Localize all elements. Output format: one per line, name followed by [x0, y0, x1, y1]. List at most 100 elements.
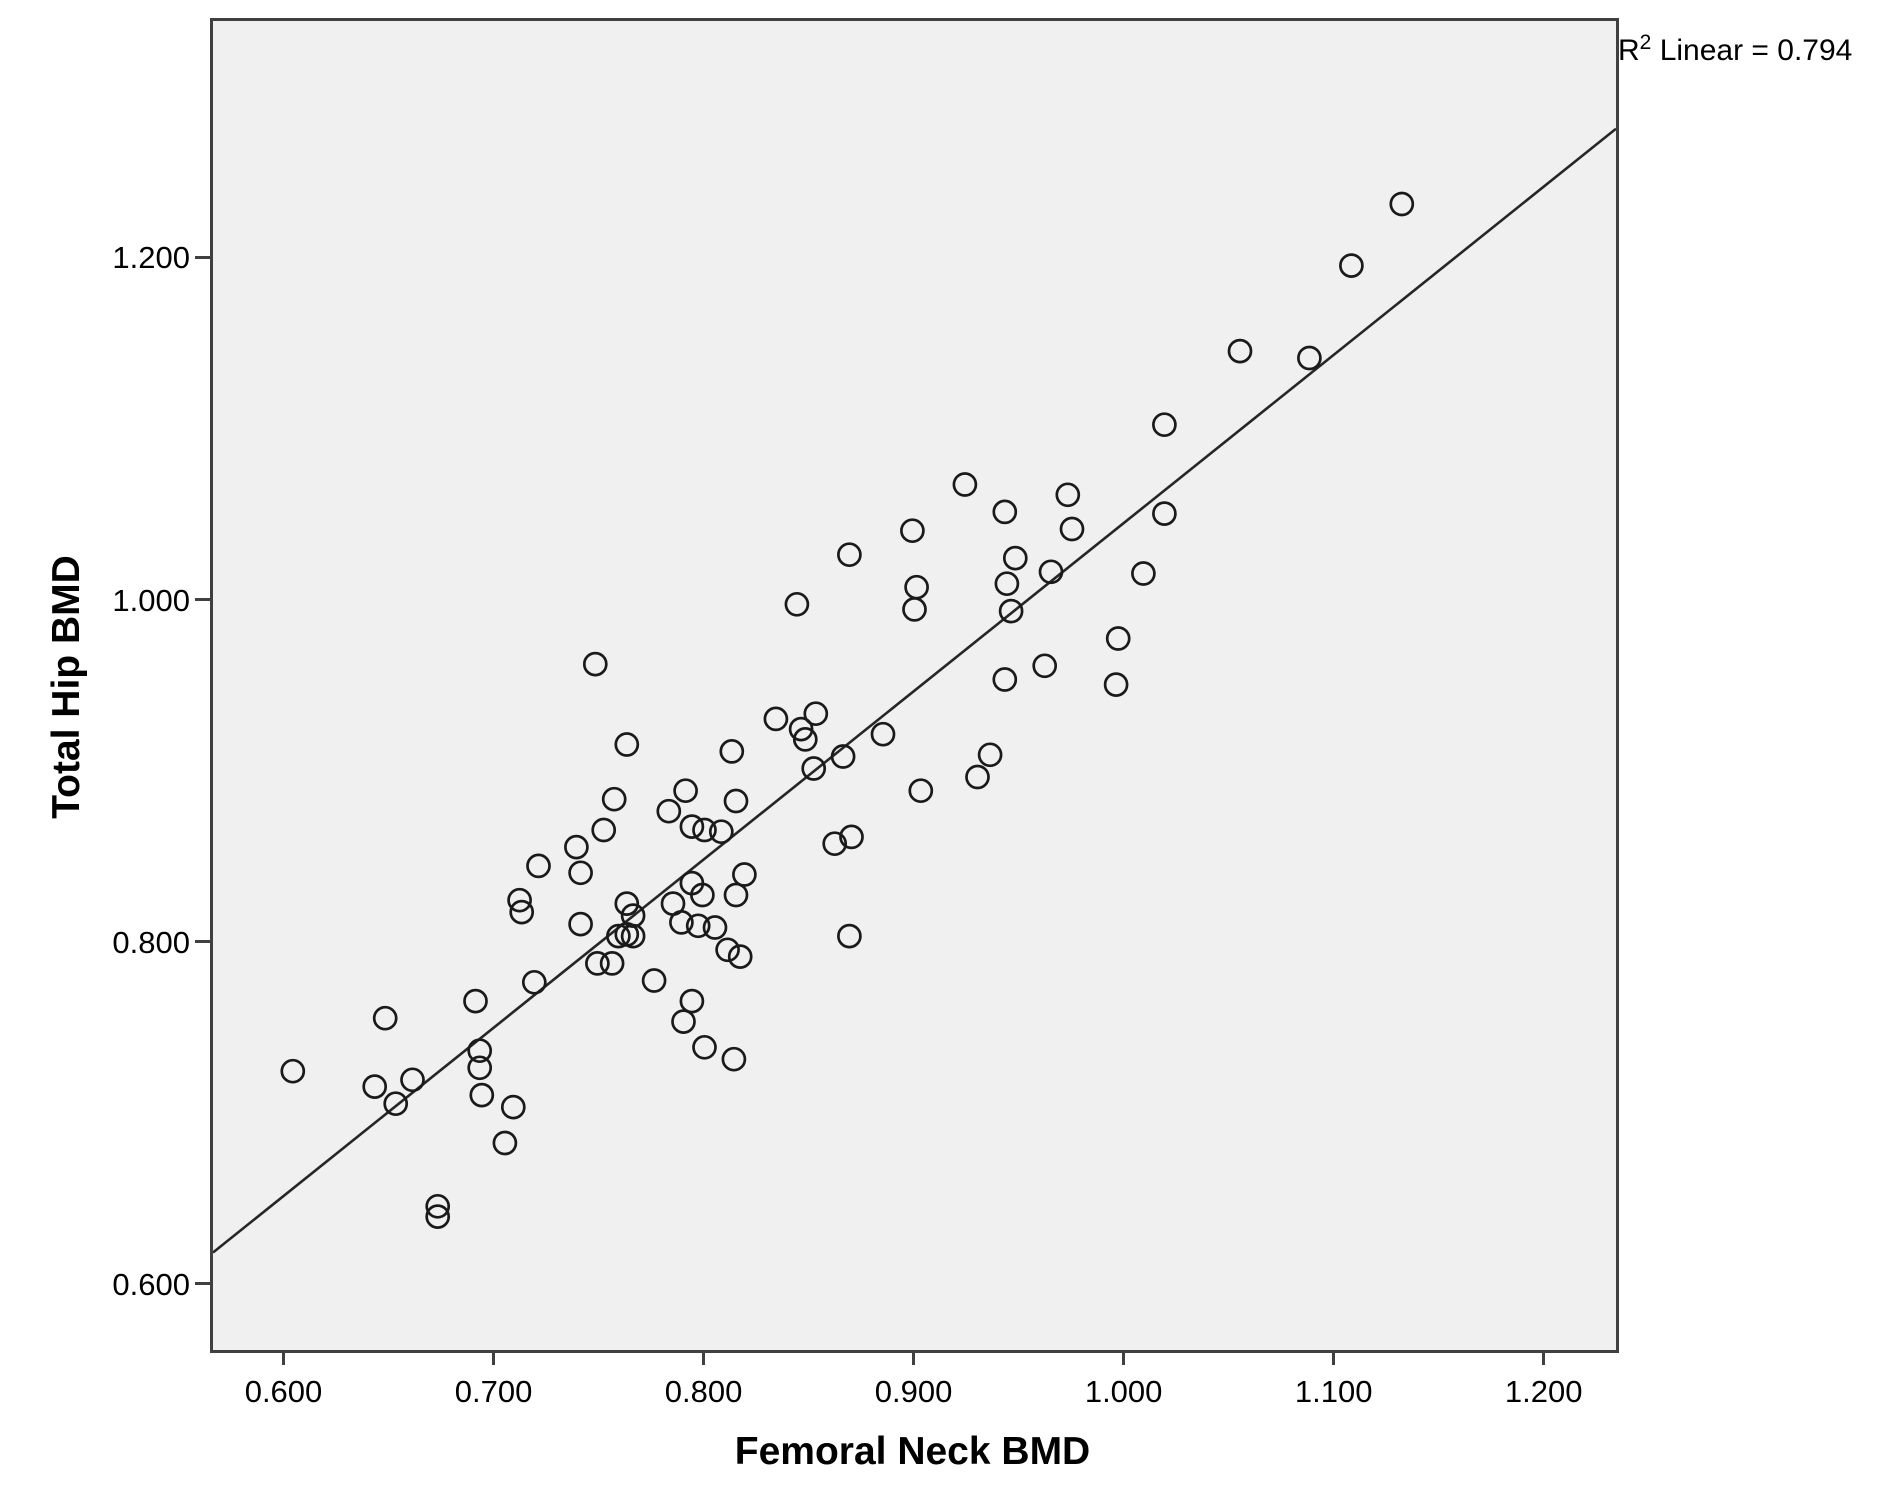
- data-point: [763, 706, 789, 732]
- data-point: [1389, 191, 1415, 217]
- data-point: [362, 1074, 388, 1099]
- data-point: [719, 739, 745, 764]
- r-squared-base: R: [1618, 34, 1640, 67]
- data-point: [601, 786, 627, 812]
- data-point: [280, 1058, 306, 1084]
- data-point: [839, 824, 864, 850]
- data-point: [526, 853, 551, 879]
- data-point: [671, 1009, 696, 1034]
- data-point: [1227, 338, 1253, 364]
- data-point: [1105, 626, 1131, 651]
- plot-area: [210, 18, 1619, 1353]
- data-point: [837, 923, 862, 949]
- x-tick-mark: [1542, 1350, 1546, 1365]
- data-point: [721, 1046, 747, 1072]
- data-point: [599, 951, 625, 976]
- data-point: [606, 923, 631, 949]
- x-tick-label: 0.900: [874, 1374, 953, 1409]
- data-point: [521, 969, 547, 995]
- data-point: [582, 651, 608, 677]
- data-point: [673, 778, 698, 804]
- data-point: [1152, 501, 1177, 526]
- y-tick-label: 1.200: [112, 240, 190, 276]
- data-point: [620, 923, 646, 949]
- data-point: [692, 1034, 717, 1060]
- y-axis-title: Total Hip BMD: [45, 555, 88, 819]
- data-point: [904, 574, 929, 600]
- data-point: [727, 944, 753, 969]
- data-point: [492, 1130, 518, 1156]
- data-point: [803, 701, 829, 727]
- data-point: [965, 764, 990, 790]
- r-squared-value: Linear = 0.794: [1651, 34, 1853, 67]
- x-tick-mark: [1122, 1350, 1126, 1365]
- data-point: [685, 913, 711, 939]
- y-tick-mark: [195, 940, 210, 944]
- data-point: [641, 968, 667, 993]
- data-point: [792, 727, 818, 752]
- data-point: [992, 499, 1018, 525]
- data-point: [1297, 345, 1322, 371]
- x-axis-title: Femoral Neck BMD: [734, 1430, 1091, 1473]
- x-tick-label: 0.800: [664, 1374, 743, 1409]
- data-point: [1055, 482, 1081, 508]
- data-point: [784, 591, 810, 617]
- data-point: [1152, 412, 1177, 438]
- r-squared-annotation: R2 Linear = 0.794: [1618, 26, 1880, 68]
- data-point: [656, 798, 682, 824]
- data-point: [568, 860, 593, 886]
- data-point: [469, 1082, 495, 1108]
- regression-line: [213, 127, 1616, 1254]
- data-point: [902, 597, 927, 622]
- scatter-svg: [213, 127, 1616, 1254]
- data-point: [614, 891, 640, 916]
- data-point: [669, 910, 694, 935]
- data-point: [509, 899, 535, 925]
- data-point: [708, 819, 734, 845]
- data-point: [992, 667, 1018, 692]
- data-point: [1038, 559, 1064, 585]
- data-point: [591, 817, 617, 843]
- data-point: [690, 882, 715, 908]
- data-point: [977, 742, 1003, 768]
- x-tick-label: 0.600: [244, 1374, 323, 1409]
- data-point: [723, 882, 749, 908]
- data-point: [507, 887, 532, 913]
- data-point: [1002, 545, 1028, 571]
- data-point: [837, 542, 862, 568]
- data-point: [908, 778, 934, 804]
- data-point: [732, 862, 757, 887]
- data-point: [702, 915, 728, 940]
- x-tick-label: 1.100: [1294, 1374, 1373, 1409]
- x-tick-mark: [282, 1350, 285, 1365]
- data-point: [1339, 253, 1364, 278]
- data-point: [564, 834, 589, 860]
- x-tick-label: 1.000: [1084, 1374, 1163, 1409]
- x-tick-label: 1.200: [1504, 1374, 1583, 1409]
- data-point: [870, 721, 896, 747]
- data-point: [692, 817, 717, 843]
- data-point: [383, 1091, 409, 1117]
- data-point: [801, 756, 827, 781]
- y-tick-label: 0.800: [112, 924, 190, 960]
- data-point: [614, 732, 640, 757]
- data-point: [585, 951, 610, 976]
- data-point: [1131, 561, 1156, 586]
- data-point: [467, 1038, 493, 1064]
- data-point: [425, 1204, 451, 1229]
- data-point: [372, 1005, 398, 1031]
- data-point: [500, 1094, 526, 1120]
- data-point: [715, 937, 740, 963]
- data-point: [679, 814, 705, 839]
- x-tick-mark: [492, 1350, 496, 1365]
- x-tick-mark: [702, 1350, 706, 1365]
- y-tick-mark: [195, 255, 210, 259]
- data-point: [1032, 653, 1058, 679]
- data-point: [1059, 516, 1085, 542]
- y-tick-label: 1.000: [112, 582, 190, 618]
- x-tick-label: 0.700: [454, 1374, 533, 1409]
- data-point: [900, 518, 925, 544]
- data-point: [463, 988, 488, 1014]
- r-squared-exponent: 2: [1639, 31, 1652, 54]
- data-point: [425, 1193, 451, 1219]
